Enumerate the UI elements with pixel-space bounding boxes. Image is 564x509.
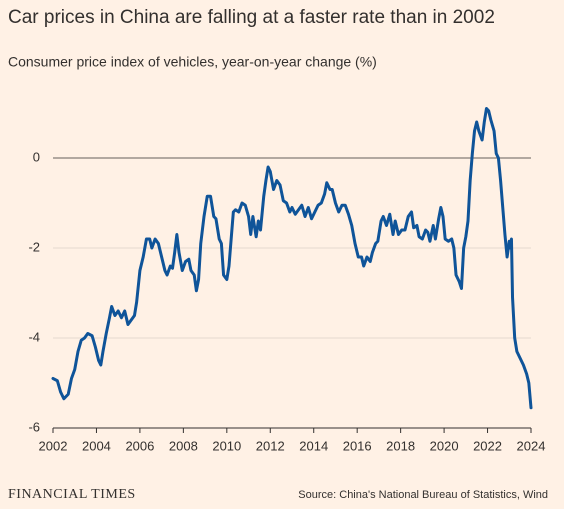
- x-tick-label: 2020: [430, 438, 459, 453]
- x-tick-label: 2018: [386, 438, 415, 453]
- x-tick-label: 2022: [473, 438, 502, 453]
- x-tick-label: 2002: [39, 438, 68, 453]
- logo: FINANCIAL TIMES: [8, 487, 136, 502]
- x-tick-label: 2012: [256, 438, 285, 453]
- x-tick-label: 2010: [212, 438, 241, 453]
- x-tick-label: 2008: [169, 438, 198, 453]
- data-line: [51, 107, 533, 410]
- x-tick-label: 2016: [343, 438, 372, 453]
- x-tick-label: 2004: [82, 438, 111, 453]
- chart-title: Car prices in China are falling at a fas…: [8, 7, 495, 28]
- chart-subtitle: Consumer price index of vehicles, year-o…: [8, 54, 377, 70]
- x-tick-label: 2024: [517, 438, 546, 453]
- source: Source: China's National Bureau of Stati…: [298, 489, 548, 501]
- y-tick-label: -6: [28, 419, 40, 434]
- y-tick-label: -2: [28, 239, 40, 254]
- x-tick-label: 2006: [125, 438, 154, 453]
- x-tick-label: 2014: [299, 438, 328, 453]
- y-tick-label: -4: [28, 329, 40, 344]
- y-tick-label: 0: [33, 149, 40, 164]
